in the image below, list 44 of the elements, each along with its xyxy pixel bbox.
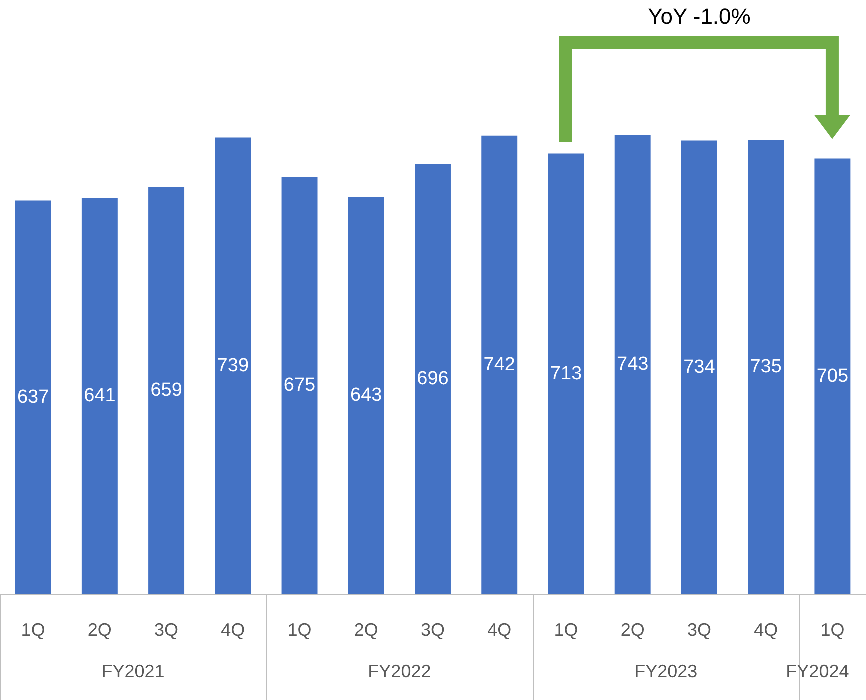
x-tick-label: 4Q	[488, 620, 512, 640]
x-tick-label: 3Q	[420, 620, 446, 640]
data-label: 743	[616, 354, 649, 376]
data-label: 675	[284, 375, 316, 396]
data-label: 696	[417, 368, 449, 390]
bar	[282, 177, 318, 594]
bar	[215, 138, 252, 594]
bar	[614, 135, 651, 594]
data-label: 735	[750, 356, 782, 378]
text: YoY -1.0%	[648, 4, 751, 30]
data-label: 659	[150, 380, 182, 402]
x-tick-label: 2Q	[620, 620, 645, 640]
text: FY2021	[102, 661, 165, 682]
bar	[415, 164, 451, 594]
x-tick-label: 1Q	[21, 620, 46, 640]
text: FY2024	[786, 661, 850, 682]
data-label: 643	[350, 384, 382, 406]
data-label: 713	[550, 363, 582, 384]
x-tick-label: 3Q	[687, 620, 712, 640]
data-label: 641	[84, 386, 116, 407]
data-label: 734	[684, 356, 716, 378]
bar	[348, 197, 384, 594]
data-label: 705	[816, 366, 849, 387]
x-tick-label: 4Q	[221, 620, 246, 640]
bar	[681, 140, 718, 594]
bar	[482, 136, 518, 594]
bar	[748, 140, 784, 594]
bar	[15, 200, 52, 594]
data-label: 637	[17, 386, 50, 408]
text: FY2023	[634, 661, 698, 682]
x-tick-label: 1Q	[288, 620, 312, 640]
text: FY2022	[368, 661, 432, 682]
bar	[548, 154, 584, 594]
x-tick-label: 1Q	[820, 620, 845, 640]
x-tick-label: 4Q	[754, 620, 778, 640]
bar	[148, 187, 185, 594]
x-tick-label: 3Q	[154, 620, 179, 640]
x-tick-label: 2Q	[354, 620, 378, 640]
bar	[82, 198, 118, 594]
x-tick-label: 2Q	[88, 620, 112, 640]
bar	[814, 158, 851, 594]
x-tick-label: 1Q	[554, 620, 578, 640]
data-label: 742	[484, 354, 516, 376]
data-label: 739	[217, 355, 250, 376]
